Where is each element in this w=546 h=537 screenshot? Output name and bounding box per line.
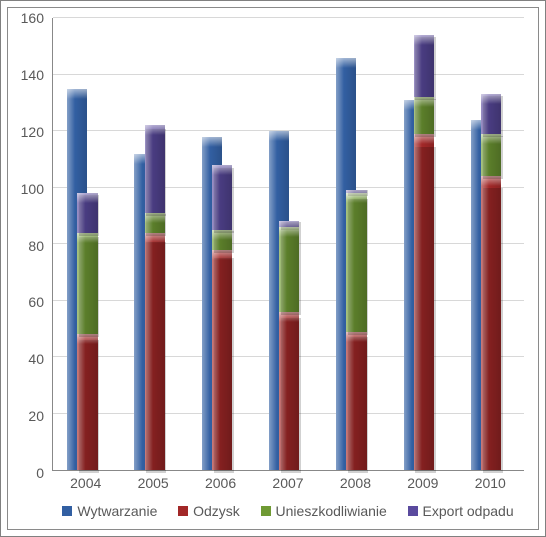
legend-label: Unieszkodliwianie <box>276 503 387 519</box>
chart-panel: 020406080100120140160 200420052006200720… <box>7 7 539 530</box>
legend: Wytwarzanie Odzysk Unieszkodliwianie Export… <box>52 499 524 523</box>
y-tick-label: 140 <box>8 67 48 83</box>
legend-label: Wytwarzanie <box>77 503 157 519</box>
bar-export <box>346 190 366 193</box>
bar-unieszkodliwianie <box>346 193 366 331</box>
bar-odzysk <box>279 312 299 470</box>
x-tick-label: 2004 <box>70 475 101 491</box>
legend-swatch <box>178 506 188 516</box>
bar-unieszkodliwianie <box>279 227 299 312</box>
y-tick-label: 100 <box>8 181 48 197</box>
y-tick-label: 80 <box>8 238 48 254</box>
bar-export <box>481 94 501 134</box>
y-tick-label: 0 <box>8 465 48 481</box>
legend-item-wytwarzanie: Wytwarzanie <box>62 503 157 519</box>
y-tick-label: 120 <box>8 124 48 140</box>
bar-export <box>212 165 232 230</box>
legend-swatch <box>261 506 271 516</box>
plot-area <box>52 18 524 471</box>
chart-outer-frame: 020406080100120140160 200420052006200720… <box>0 0 546 537</box>
bar-unieszkodliwianie <box>481 134 501 176</box>
bar-odzysk <box>77 334 97 470</box>
legend-item-unieszkodliwianie: Unieszkodliwianie <box>261 503 387 519</box>
y-tick-label: 20 <box>8 408 48 424</box>
x-tick-label: 2005 <box>138 475 169 491</box>
x-axis-labels: 2004 2005 2006 2007 2008 2009 2010 <box>52 473 524 493</box>
y-tick-label: 40 <box>8 351 48 367</box>
x-tick-label: 2009 <box>407 475 438 491</box>
bar-export <box>414 35 434 97</box>
x-tick-label: 2006 <box>205 475 236 491</box>
legend-label: Odzysk <box>193 503 240 519</box>
legend-item-export: Export odpadu <box>408 503 514 519</box>
legend-swatch <box>408 506 418 516</box>
x-tick-label: 2008 <box>340 475 371 491</box>
y-tick-label: 60 <box>8 294 48 310</box>
bar-odzysk <box>212 250 232 470</box>
bar-odzysk <box>481 176 501 470</box>
bars-layer <box>53 18 524 470</box>
bar-export <box>145 125 165 213</box>
bar-odzysk <box>414 134 434 470</box>
legend-label: Export odpadu <box>423 503 514 519</box>
bar-unieszkodliwianie <box>414 97 434 134</box>
bar-unieszkodliwianie <box>77 233 97 335</box>
x-tick-label: 2007 <box>272 475 303 491</box>
bar-odzysk <box>346 332 366 470</box>
legend-swatch <box>62 506 72 516</box>
x-tick-label: 2010 <box>475 475 506 491</box>
bar-export <box>279 221 299 227</box>
y-tick-label: 160 <box>8 10 48 26</box>
bar-odzysk <box>145 233 165 470</box>
bar-export <box>77 193 97 233</box>
legend-item-odzysk: Odzysk <box>178 503 240 519</box>
